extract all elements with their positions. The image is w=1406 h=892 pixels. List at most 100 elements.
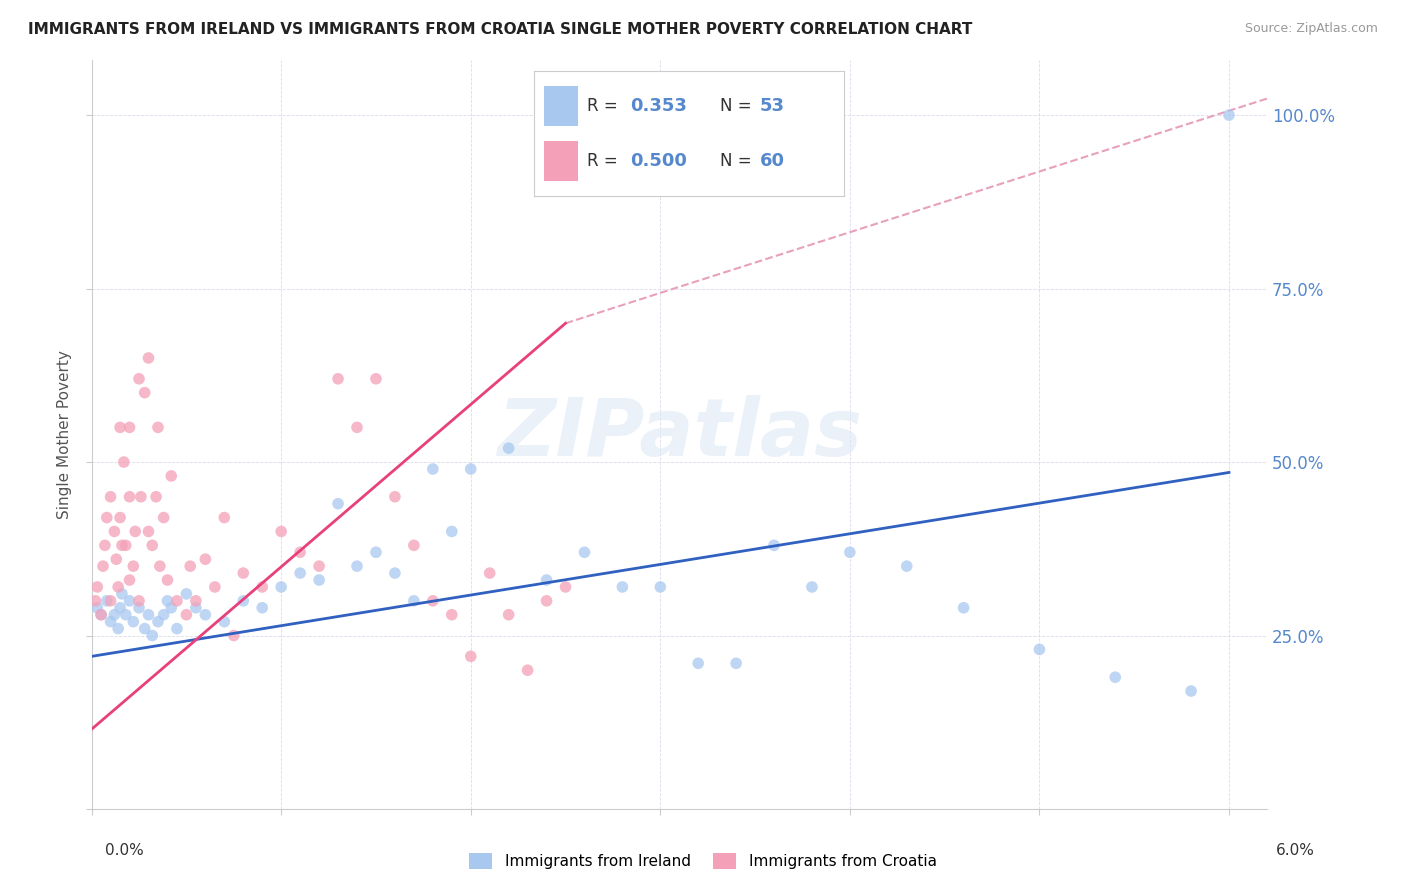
Point (800, 580, 823, 594)
Point (124, 524, 146, 539)
Point (308, 559, 330, 574)
Legend: Immigrants from Ireland, Immigrants from Croatia: Immigrants from Ireland, Immigrants from… (464, 847, 942, 875)
Text: 6.0%: 6.0% (1275, 843, 1315, 858)
Point (128, 594, 150, 608)
Point (270, 580, 292, 594)
FancyBboxPatch shape (544, 141, 578, 181)
Text: N =: N = (720, 97, 756, 115)
Point (232, 566, 254, 580)
Point (763, 538, 786, 552)
Point (146, 420, 169, 434)
Point (288, 545, 311, 559)
Point (84, 594, 107, 608)
Point (166, 622, 188, 636)
Point (222, 628, 245, 642)
Point (184, 600, 207, 615)
Point (326, 372, 349, 386)
Text: 0.500: 0.500 (630, 153, 688, 170)
Point (554, 580, 576, 594)
Point (422, 594, 444, 608)
Point (402, 538, 425, 552)
Point (270, 524, 292, 539)
Point (184, 594, 207, 608)
Point (141, 538, 163, 552)
Point (194, 552, 217, 566)
Point (156, 573, 179, 587)
Text: R =: R = (586, 153, 623, 170)
Point (112, 455, 135, 469)
Point (952, 600, 974, 615)
Point (478, 566, 501, 580)
Point (100, 594, 122, 608)
Point (129, 490, 152, 504)
Point (460, 462, 482, 476)
Point (498, 607, 520, 622)
Point (204, 580, 226, 594)
Point (122, 559, 145, 574)
Point (838, 545, 860, 559)
Point (402, 594, 425, 608)
FancyBboxPatch shape (544, 87, 578, 127)
Text: Source: ZipAtlas.com: Source: ZipAtlas.com (1244, 22, 1378, 36)
Point (108, 510, 131, 524)
Point (308, 573, 330, 587)
Point (214, 615, 236, 629)
Point (896, 559, 918, 574)
Point (440, 524, 463, 539)
Point (145, 490, 167, 504)
Point (536, 594, 558, 608)
Point (103, 607, 125, 622)
Point (103, 524, 125, 539)
Point (86, 580, 108, 594)
Point (146, 615, 169, 629)
Point (105, 552, 128, 566)
Point (90, 607, 112, 622)
Text: 53: 53 (761, 97, 785, 115)
Point (141, 628, 163, 642)
Point (460, 649, 482, 664)
Point (134, 385, 156, 400)
Point (128, 372, 150, 386)
Point (176, 607, 198, 622)
Point (346, 559, 368, 574)
Point (232, 594, 254, 608)
Text: 0.353: 0.353 (630, 97, 688, 115)
Text: N =: N = (720, 153, 756, 170)
Point (252, 600, 274, 615)
Point (156, 594, 179, 608)
Point (214, 510, 236, 524)
Point (91, 559, 114, 574)
Point (96, 594, 118, 608)
Point (725, 657, 748, 671)
Point (650, 580, 672, 594)
Y-axis label: Single Mother Poverty: Single Mother Poverty (58, 350, 72, 519)
Point (688, 657, 710, 671)
Point (160, 469, 183, 483)
Point (384, 490, 406, 504)
Point (86, 600, 108, 615)
Point (152, 607, 174, 622)
Point (194, 607, 217, 622)
Point (114, 538, 136, 552)
Point (179, 559, 201, 574)
Point (252, 580, 274, 594)
Point (346, 420, 368, 434)
Point (1028, 642, 1050, 657)
Point (96, 510, 118, 524)
Point (1218, 108, 1240, 122)
Text: IMMIGRANTS FROM IRELAND VS IMMIGRANTS FROM CROATIA SINGLE MOTHER POVERTY CORRELA: IMMIGRANTS FROM IRELAND VS IMMIGRANTS FR… (28, 22, 973, 37)
Point (536, 573, 558, 587)
Point (107, 622, 129, 636)
Point (114, 607, 136, 622)
Point (128, 600, 150, 615)
Point (422, 462, 444, 476)
Point (138, 524, 160, 539)
Point (100, 615, 122, 629)
Text: 0.0%: 0.0% (105, 843, 145, 858)
Point (90, 607, 112, 622)
Point (516, 663, 538, 677)
Point (498, 441, 520, 455)
Point (574, 545, 596, 559)
Point (326, 497, 349, 511)
Point (118, 594, 141, 608)
